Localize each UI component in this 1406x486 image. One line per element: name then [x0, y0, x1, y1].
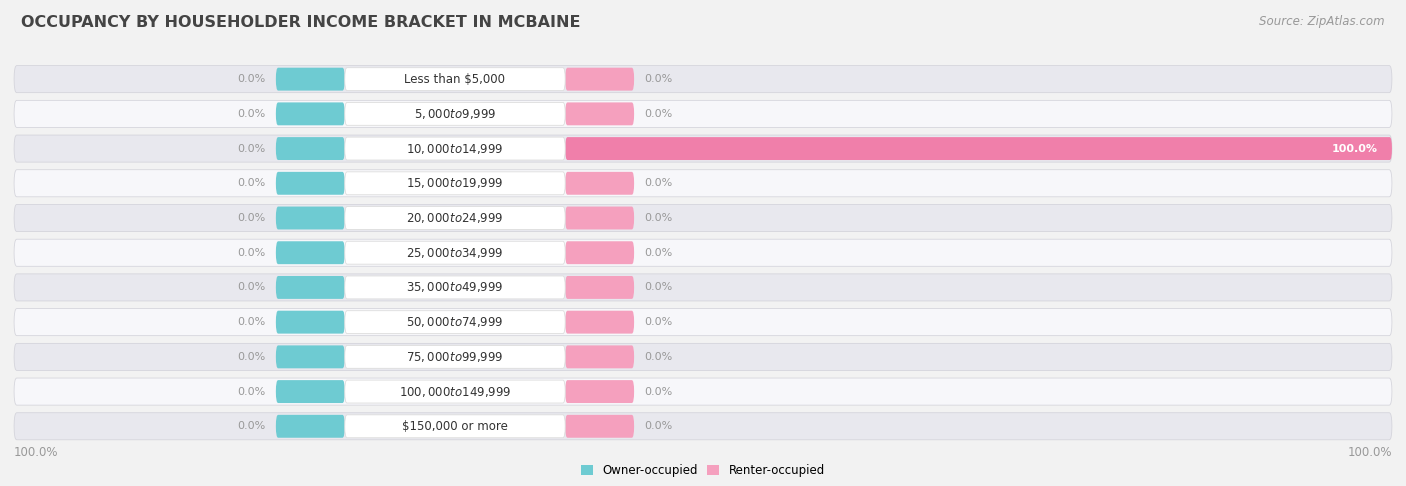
FancyBboxPatch shape: [276, 311, 344, 333]
Text: OCCUPANCY BY HOUSEHOLDER INCOME BRACKET IN MCBAINE: OCCUPANCY BY HOUSEHOLDER INCOME BRACKET …: [21, 15, 581, 30]
FancyBboxPatch shape: [14, 274, 1392, 301]
Text: 0.0%: 0.0%: [644, 317, 672, 327]
FancyBboxPatch shape: [14, 309, 1392, 336]
FancyBboxPatch shape: [565, 137, 1392, 160]
FancyBboxPatch shape: [344, 207, 565, 229]
FancyBboxPatch shape: [276, 137, 344, 160]
Text: Less than $5,000: Less than $5,000: [405, 72, 506, 86]
FancyBboxPatch shape: [344, 276, 565, 299]
FancyBboxPatch shape: [344, 380, 565, 403]
FancyBboxPatch shape: [276, 241, 344, 264]
Text: Source: ZipAtlas.com: Source: ZipAtlas.com: [1260, 15, 1385, 28]
FancyBboxPatch shape: [565, 103, 634, 125]
FancyBboxPatch shape: [276, 346, 344, 368]
Text: 100.0%: 100.0%: [1331, 143, 1378, 154]
Text: 0.0%: 0.0%: [644, 178, 672, 188]
FancyBboxPatch shape: [565, 207, 634, 229]
Text: 0.0%: 0.0%: [644, 386, 672, 397]
Text: 0.0%: 0.0%: [238, 248, 266, 258]
FancyBboxPatch shape: [276, 207, 344, 229]
Text: 0.0%: 0.0%: [238, 74, 266, 84]
Text: 0.0%: 0.0%: [238, 317, 266, 327]
Text: $100,000 to $149,999: $100,000 to $149,999: [399, 384, 512, 399]
FancyBboxPatch shape: [276, 415, 344, 438]
Text: $10,000 to $14,999: $10,000 to $14,999: [406, 141, 503, 156]
Text: 0.0%: 0.0%: [238, 213, 266, 223]
Text: $15,000 to $19,999: $15,000 to $19,999: [406, 176, 503, 191]
Text: 100.0%: 100.0%: [1347, 446, 1392, 459]
FancyBboxPatch shape: [565, 311, 634, 333]
FancyBboxPatch shape: [565, 380, 634, 403]
FancyBboxPatch shape: [276, 276, 344, 299]
Text: 0.0%: 0.0%: [238, 421, 266, 431]
FancyBboxPatch shape: [344, 241, 565, 264]
FancyBboxPatch shape: [344, 137, 565, 160]
FancyBboxPatch shape: [14, 343, 1392, 370]
Text: 0.0%: 0.0%: [644, 74, 672, 84]
FancyBboxPatch shape: [14, 378, 1392, 405]
Text: 0.0%: 0.0%: [238, 282, 266, 293]
FancyBboxPatch shape: [344, 415, 565, 438]
Text: 0.0%: 0.0%: [644, 248, 672, 258]
Text: 0.0%: 0.0%: [644, 282, 672, 293]
Text: $20,000 to $24,999: $20,000 to $24,999: [406, 211, 503, 225]
Text: 0.0%: 0.0%: [644, 213, 672, 223]
Text: 0.0%: 0.0%: [644, 109, 672, 119]
Text: 0.0%: 0.0%: [238, 352, 266, 362]
Text: 0.0%: 0.0%: [644, 352, 672, 362]
Text: 0.0%: 0.0%: [238, 178, 266, 188]
FancyBboxPatch shape: [565, 415, 634, 438]
FancyBboxPatch shape: [344, 346, 565, 368]
FancyBboxPatch shape: [565, 68, 634, 90]
Text: $35,000 to $49,999: $35,000 to $49,999: [406, 280, 503, 295]
Text: $150,000 or more: $150,000 or more: [402, 420, 508, 433]
FancyBboxPatch shape: [14, 135, 1392, 162]
FancyBboxPatch shape: [14, 205, 1392, 231]
FancyBboxPatch shape: [344, 172, 565, 195]
FancyBboxPatch shape: [14, 66, 1392, 93]
Text: $75,000 to $99,999: $75,000 to $99,999: [406, 350, 503, 364]
Text: 0.0%: 0.0%: [644, 421, 672, 431]
FancyBboxPatch shape: [14, 170, 1392, 197]
FancyBboxPatch shape: [14, 239, 1392, 266]
Text: 0.0%: 0.0%: [238, 109, 266, 119]
FancyBboxPatch shape: [565, 172, 634, 195]
FancyBboxPatch shape: [344, 68, 565, 90]
Text: $50,000 to $74,999: $50,000 to $74,999: [406, 315, 503, 329]
FancyBboxPatch shape: [14, 413, 1392, 440]
FancyBboxPatch shape: [565, 241, 634, 264]
FancyBboxPatch shape: [276, 172, 344, 195]
FancyBboxPatch shape: [565, 276, 634, 299]
FancyBboxPatch shape: [344, 311, 565, 333]
Text: $5,000 to $9,999: $5,000 to $9,999: [413, 107, 496, 121]
Text: 100.0%: 100.0%: [14, 446, 59, 459]
FancyBboxPatch shape: [276, 68, 344, 90]
Text: 0.0%: 0.0%: [238, 386, 266, 397]
FancyBboxPatch shape: [276, 380, 344, 403]
FancyBboxPatch shape: [344, 103, 565, 125]
FancyBboxPatch shape: [14, 100, 1392, 127]
FancyBboxPatch shape: [565, 346, 634, 368]
Legend: Owner-occupied, Renter-occupied: Owner-occupied, Renter-occupied: [576, 460, 830, 482]
FancyBboxPatch shape: [276, 103, 344, 125]
Text: $25,000 to $34,999: $25,000 to $34,999: [406, 246, 503, 260]
Text: 0.0%: 0.0%: [238, 143, 266, 154]
